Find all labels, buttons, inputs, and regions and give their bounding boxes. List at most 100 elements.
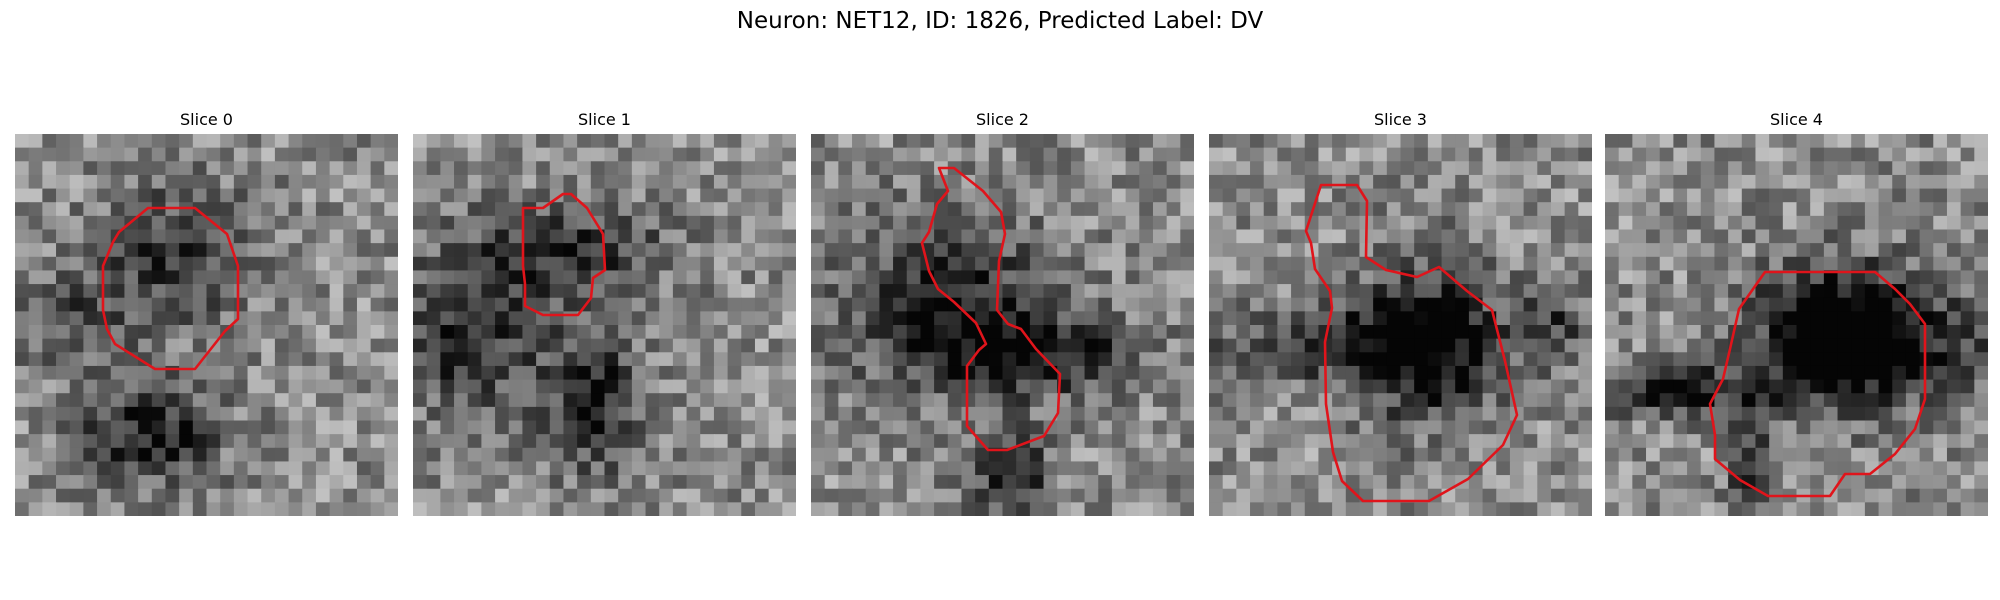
pixel (1209, 270, 1224, 285)
pixel (1277, 202, 1292, 217)
pixel (1878, 134, 1893, 149)
pixel (1700, 502, 1716, 516)
pixel (522, 502, 537, 516)
pixel (508, 379, 524, 394)
pixel (1057, 161, 1072, 176)
pixel (384, 461, 398, 476)
pixel (1550, 352, 1566, 367)
pixel (961, 297, 976, 312)
pixel (1509, 461, 1525, 476)
pixel (563, 202, 578, 217)
pixel (1222, 365, 1237, 381)
pixel (28, 502, 43, 516)
pixel (975, 229, 990, 244)
pixel (590, 475, 606, 490)
pixel (1222, 352, 1237, 367)
pixel (69, 461, 84, 476)
pixel (274, 284, 290, 299)
pixel (824, 434, 839, 449)
pixel (975, 420, 990, 435)
pixel (97, 461, 112, 476)
pixel (727, 502, 742, 516)
pixel (1180, 188, 1194, 203)
pixel (1291, 434, 1306, 449)
pixel (151, 311, 167, 326)
pixel (536, 325, 551, 340)
pixel (1550, 379, 1566, 394)
pixel (522, 174, 537, 190)
pixel (1700, 229, 1716, 244)
pixel (1482, 475, 1497, 490)
pixel (686, 488, 701, 503)
pixel (1659, 256, 1674, 272)
pixel (1618, 338, 1633, 353)
pixel (768, 502, 783, 516)
pixel (413, 447, 428, 463)
pixel (302, 243, 317, 258)
pixel (975, 161, 990, 176)
pixel (1359, 475, 1374, 490)
pixel (1496, 406, 1511, 422)
pixel (110, 461, 126, 476)
pixel (1250, 202, 1265, 217)
pixel (1700, 420, 1716, 435)
pixel (426, 311, 441, 326)
pixel (1960, 352, 1975, 367)
pixel (1810, 502, 1825, 516)
pixel (440, 420, 455, 435)
pixel (138, 256, 153, 272)
pixel (1878, 202, 1893, 217)
pixel (413, 365, 428, 381)
pixel (1209, 488, 1224, 503)
pixel (1673, 256, 1688, 272)
pixel (727, 406, 742, 422)
pixel (1111, 256, 1127, 272)
pixel (741, 161, 756, 176)
pixel (1523, 420, 1538, 435)
pixel (1222, 420, 1237, 435)
pixel (1386, 297, 1402, 312)
pixel (577, 284, 592, 299)
pixel (1016, 297, 1031, 312)
pixel (563, 325, 578, 340)
pixel (413, 488, 428, 503)
pixel (1782, 161, 1798, 176)
pixel (947, 447, 963, 463)
pixel (700, 256, 715, 272)
pixel (1550, 488, 1566, 503)
pixel (1318, 256, 1333, 272)
pixel (413, 161, 428, 176)
pixel (508, 420, 524, 435)
pixel (1482, 202, 1497, 217)
pixel (302, 325, 317, 340)
pixel (590, 420, 606, 435)
pixel (1222, 488, 1237, 503)
pixel (192, 434, 208, 449)
pixel (1180, 215, 1194, 231)
pixel (1098, 297, 1113, 312)
pixel (1250, 406, 1265, 422)
pixel (413, 147, 428, 162)
pixel (1002, 202, 1017, 217)
pixel (865, 311, 880, 326)
pixel (1741, 325, 1757, 340)
pixel (700, 461, 715, 476)
pixel (713, 202, 729, 217)
pixel (1523, 174, 1538, 190)
pixel (1851, 256, 1866, 272)
pixel (549, 488, 565, 503)
pixel (824, 475, 839, 490)
pixel (1084, 393, 1099, 408)
pixel (124, 447, 139, 463)
pixel (440, 475, 455, 490)
pixel (522, 461, 537, 476)
pixel (659, 502, 674, 516)
pixel (1441, 475, 1456, 490)
pixel (1468, 161, 1484, 176)
pixel (852, 188, 867, 203)
pixel (384, 297, 398, 312)
pixel (288, 188, 303, 203)
pixel (934, 215, 949, 231)
pixel (1332, 488, 1347, 503)
pixel (1823, 447, 1839, 463)
